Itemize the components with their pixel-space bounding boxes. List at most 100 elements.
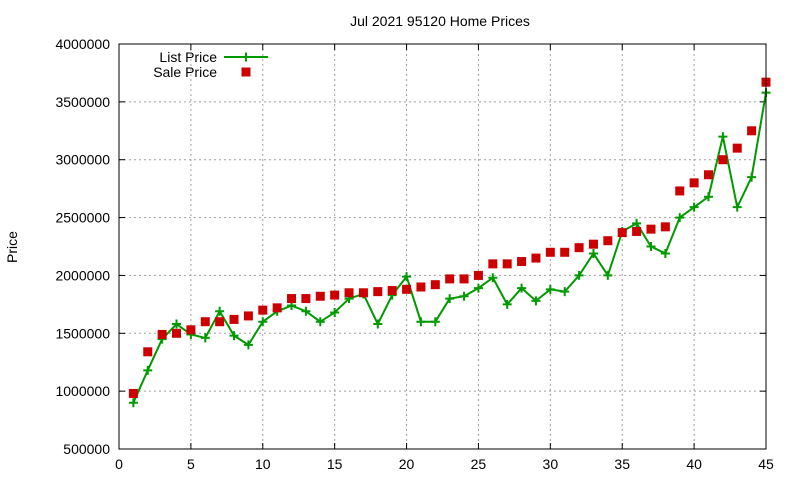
list-price-point: [416, 317, 426, 327]
x-tick-label: 40: [686, 456, 702, 472]
list-price-point: [502, 299, 512, 309]
sale-price-point: [502, 259, 512, 269]
list-price-point: [445, 294, 455, 304]
y-tick-label: 3500000: [55, 94, 110, 110]
chart-title: Jul 2021 95120 Home Prices: [350, 13, 530, 29]
list-price-point: [459, 291, 469, 301]
sale-price-point: [632, 226, 642, 236]
x-tick-label: 25: [471, 456, 487, 472]
sale-price-point: [287, 294, 297, 304]
list-price-point: [545, 284, 555, 294]
sale-price-point: [517, 257, 527, 267]
list-price-point: [301, 306, 311, 316]
y-axis-label: Price: [4, 231, 20, 263]
list-price-point: [560, 287, 570, 297]
y-tick-label: 4000000: [55, 36, 110, 52]
list-price-point: [660, 248, 670, 258]
sale-price-point: [646, 224, 656, 234]
y-tick-label: 3000000: [55, 152, 110, 168]
sale-price-point: [603, 236, 613, 246]
list-price-point: [330, 307, 340, 317]
sale-price-point: [172, 328, 182, 338]
list-price-point: [128, 398, 138, 408]
sale-price-point: [128, 388, 138, 398]
sale-price-point: [732, 143, 742, 153]
sale-price-point: [445, 274, 455, 284]
sale-price-point: [229, 314, 239, 324]
sale-price-point: [545, 247, 555, 257]
sale-price-point: [157, 329, 167, 339]
y-tick-label: 500000: [63, 441, 110, 457]
x-tick-label: 0: [115, 456, 123, 472]
list-price-point: [531, 296, 541, 306]
list-price-point: [747, 172, 757, 182]
sale-price-point: [243, 311, 253, 321]
sale-price-point: [660, 222, 670, 232]
y-tick-label: 2000000: [55, 267, 110, 283]
sale-price-point: [301, 294, 311, 304]
x-tick-label: 10: [255, 456, 271, 472]
x-tick-label: 45: [758, 456, 774, 472]
x-tick-label: 20: [399, 456, 415, 472]
sale-price-point: [689, 178, 699, 188]
sale-price-point: [200, 317, 210, 327]
list-price-point: [718, 132, 728, 142]
sale-price-point: [258, 305, 268, 315]
sale-price-point: [560, 247, 570, 257]
list-price-point: [517, 283, 527, 293]
list-price-point: [646, 242, 656, 251]
list-price-point: [689, 202, 699, 212]
sale-price-point: [430, 280, 440, 290]
plot-area: [128, 77, 771, 408]
sale-price-point: [272, 303, 282, 313]
sale-price-point: [186, 325, 196, 335]
list-price-point: [172, 319, 182, 329]
sale-price-point: [416, 282, 426, 292]
list-price-point: [675, 213, 685, 223]
sale-price-point: [588, 239, 598, 249]
list-price-point: [632, 218, 642, 228]
sale-price-point: [617, 228, 627, 238]
list-price-line: [132, 92, 767, 404]
sale-price-point: [358, 288, 368, 298]
list-price-point: [215, 306, 225, 316]
sale-price-point: [387, 285, 397, 295]
sale-price-point: [330, 290, 340, 300]
sale-price-point: [747, 126, 757, 136]
list-price-legend-label: List Price: [159, 49, 217, 65]
sale-price-point: [373, 287, 383, 297]
list-price-point: [703, 192, 713, 202]
sale-price-point: [718, 155, 728, 165]
x-tick-label: 5: [187, 456, 195, 472]
x-tick-label: 15: [327, 456, 343, 472]
y-tick-label: 1500000: [55, 325, 110, 341]
list-price-point: [430, 317, 440, 327]
list-price-point: [315, 317, 325, 327]
sale-price-legend-label: Sale Price: [153, 64, 217, 80]
sale-price-point: [344, 288, 354, 298]
sale-price-point: [143, 347, 153, 357]
axis-ticks: 0 5 10 15 20 25 30 35 40 45 500000 1000000 1500000 20…: [55, 36, 774, 472]
list-price-point: [588, 248, 598, 258]
x-tick-label: 35: [614, 456, 630, 472]
sale-price-point: [675, 186, 685, 196]
sale-price-point: [574, 243, 584, 253]
list-price-point: [200, 333, 210, 343]
sale-price-point: [215, 317, 225, 327]
list-price-point: [258, 317, 268, 327]
list-price-point: [488, 273, 498, 283]
plot-border: [118, 43, 767, 450]
list-price-point: [402, 272, 412, 282]
list-price-point: [373, 319, 383, 329]
list-price-legend-marker: [241, 52, 251, 62]
sale-price-point: [703, 170, 713, 180]
sale-price-point: [459, 274, 469, 284]
sale-price-point: [473, 270, 483, 280]
list-price-point: [603, 270, 613, 280]
list-price-point: [574, 270, 584, 280]
x-tick-label: 30: [543, 456, 559, 472]
list-price-point: [473, 283, 483, 293]
sale-price-point: [488, 259, 498, 269]
